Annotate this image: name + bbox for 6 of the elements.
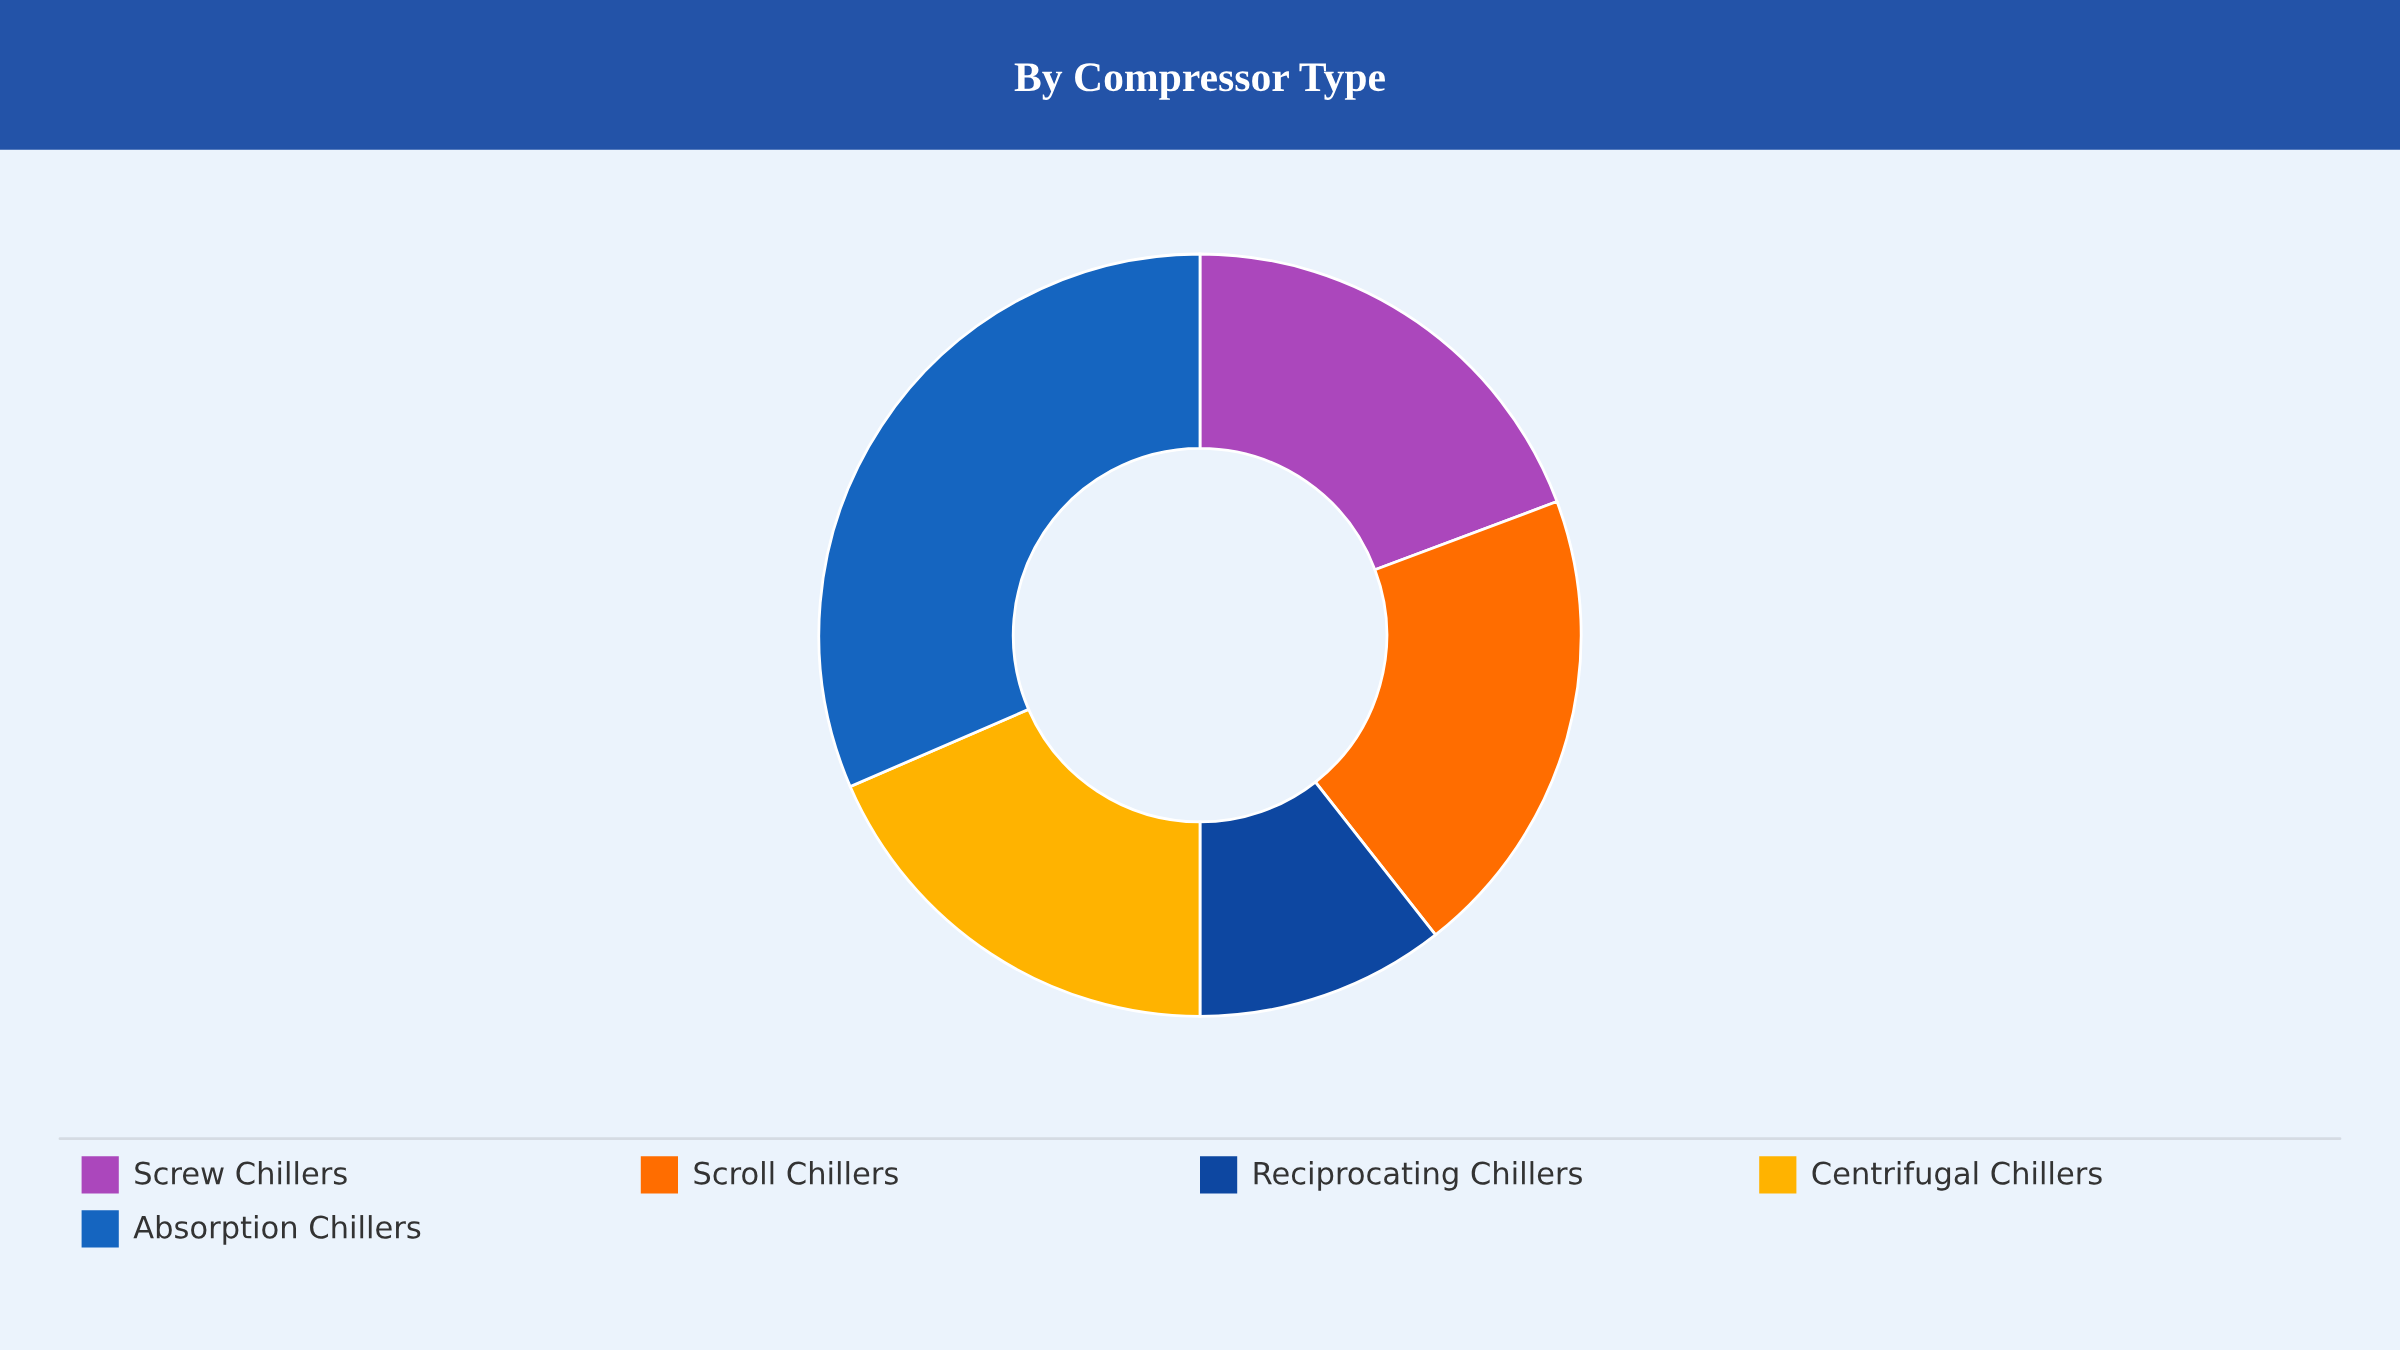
legend-label: Screw Chillers	[135, 1161, 347, 1185]
chart-title: By Compressor Type	[1014, 63, 1385, 100]
legend-label: Scroll Chillers	[694, 1161, 898, 1185]
legend-label: Absorption Chillers	[133, 1215, 421, 1245]
legend-label: Reciprocating Chillers	[1254, 1161, 1582, 1191]
legend-label: Centrifugal Chillers	[1812, 1161, 2102, 1191]
